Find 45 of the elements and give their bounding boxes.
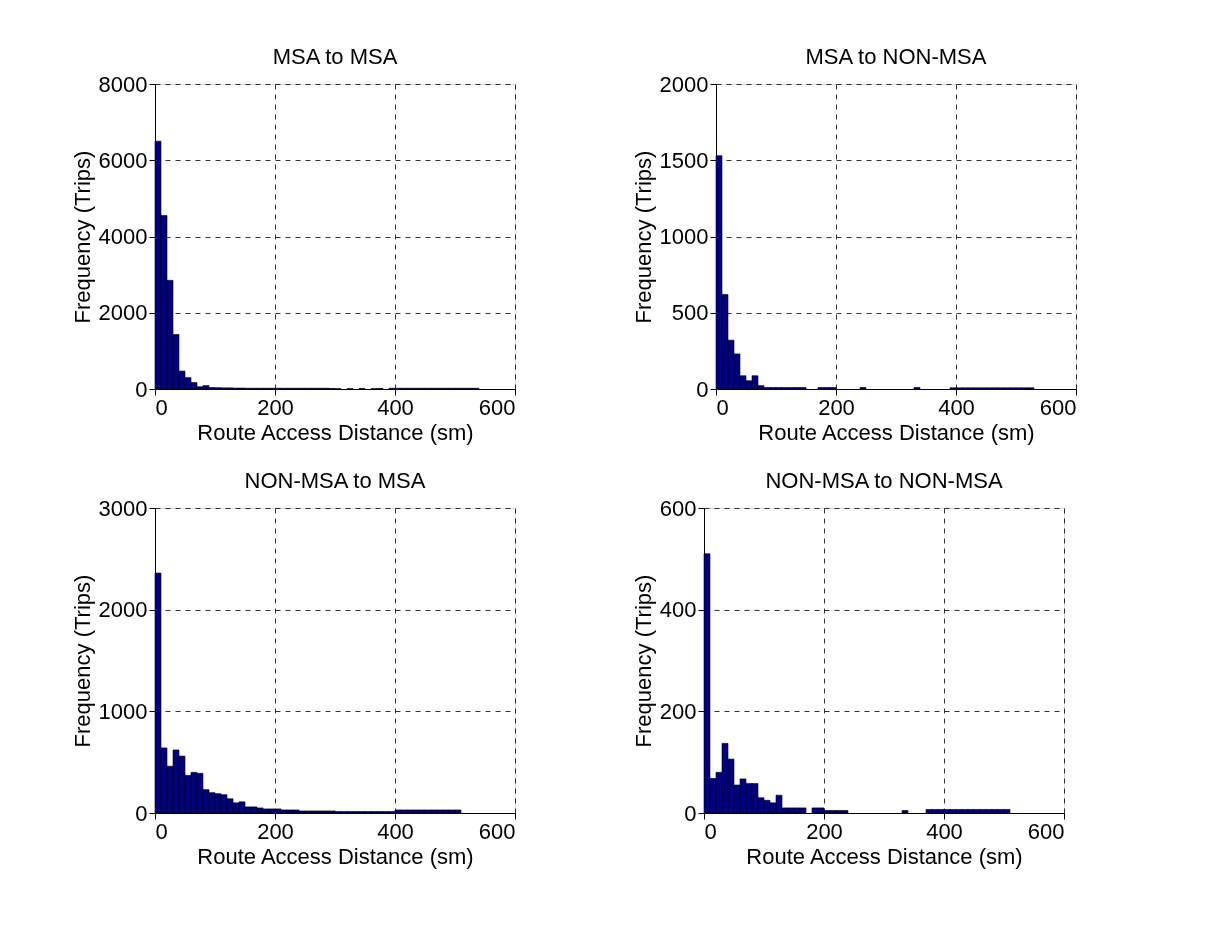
y-tick-label: 0 xyxy=(135,376,148,402)
y-tick-label: 1500 xyxy=(659,147,709,173)
x-tick-label: 400 xyxy=(926,818,963,844)
y-axis-title: Frequency (Trips) xyxy=(69,574,95,748)
y-tick-label: 8000 xyxy=(98,71,148,97)
y-tick-label: 0 xyxy=(696,376,709,402)
x-axis-title: Route Access Distance (sm) xyxy=(758,419,1035,445)
y-tick-label: 1000 xyxy=(98,698,148,724)
x-tick-label: 400 xyxy=(377,394,414,420)
chart-title: NON-MSA to NON-MSA xyxy=(765,468,1003,493)
y-tick-label: 500 xyxy=(671,300,709,326)
x-tick-label: 600 xyxy=(1027,818,1065,844)
x-tick-label: 600 xyxy=(478,818,516,844)
x-axis-title: Route Access Distance (sm) xyxy=(197,843,474,869)
x-axis-title: Route Access Distance (sm) xyxy=(746,843,1023,869)
x-tick-label: 0 xyxy=(155,394,168,420)
y-tick-label: 2000 xyxy=(98,597,148,623)
y-tick-label: 4000 xyxy=(98,224,148,249)
x-tick-label: 600 xyxy=(1039,394,1077,420)
chart-title: MSA to MSA xyxy=(272,44,398,69)
x-tick-label: 200 xyxy=(818,394,855,420)
x-tick-label: 400 xyxy=(938,394,975,420)
x-tick-label: 0 xyxy=(716,394,729,420)
y-tick-label: 200 xyxy=(659,698,697,724)
x-tick-label: 400 xyxy=(377,818,414,844)
x-tick-label: 200 xyxy=(806,818,843,844)
chart-title: NON-MSA to MSA xyxy=(244,468,426,493)
y-tick-label: 0 xyxy=(684,800,697,826)
y-tick-label: 2000 xyxy=(98,300,148,326)
y-tick-label: 6000 xyxy=(98,147,148,173)
y-tick-label: 0 xyxy=(135,800,148,826)
y-axis-title: Frequency (Trips) xyxy=(630,574,656,748)
y-axis-title: Frequency (Trips) xyxy=(630,150,656,324)
y-tick-label: 3000 xyxy=(98,495,148,521)
y-tick-label: 400 xyxy=(659,597,697,623)
x-tick-label: 200 xyxy=(257,394,294,420)
y-tick-label: 600 xyxy=(659,495,697,521)
y-tick-label: 2000 xyxy=(659,71,709,97)
chart-title: MSA to NON-MSA xyxy=(805,44,987,69)
y-tick-label: 1000 xyxy=(659,224,709,249)
y-axis-title: Frequency (Trips) xyxy=(69,150,95,324)
x-tick-label: 200 xyxy=(257,818,294,844)
x-tick-label: 0 xyxy=(155,818,168,844)
x-tick-label: 600 xyxy=(478,394,516,420)
x-axis-title: Route Access Distance (sm) xyxy=(197,419,474,445)
